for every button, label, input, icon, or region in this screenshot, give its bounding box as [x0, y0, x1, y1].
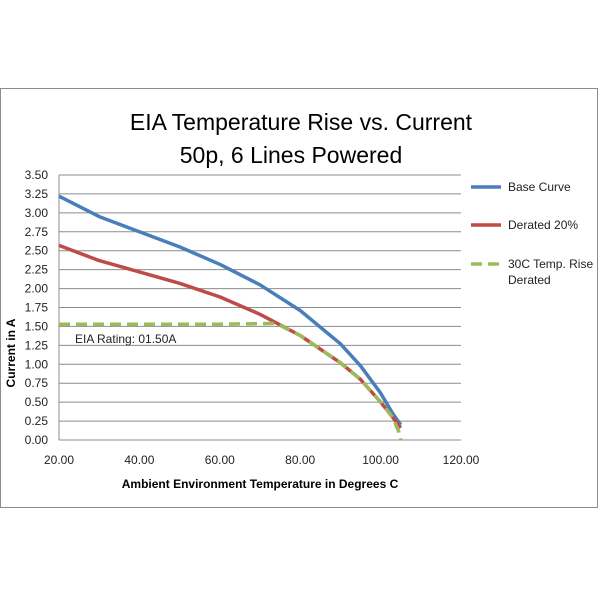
y-tick-label: 1.25	[25, 338, 49, 352]
y-tick-label: 0.50	[25, 395, 49, 409]
chart-svg: EIA Temperature Rise vs. Current 50p, 6 …	[4, 109, 593, 491]
series-line-3	[59, 321, 403, 441]
x-tick-label: 40.00	[124, 453, 154, 467]
y-tick-label: 2.50	[25, 244, 49, 258]
chart-subtitle: 50p, 6 Lines Powered	[180, 142, 403, 168]
y-tick-label: 2.25	[25, 263, 49, 277]
y-tick-label: 2.75	[25, 225, 49, 239]
x-tick-label: 80.00	[285, 453, 315, 467]
x-axis-title: Ambient Environment Temperature in Degre…	[122, 477, 399, 491]
x-tick-label: 60.00	[205, 453, 235, 467]
legend-label-3: 30C Temp. Rise Derated	[508, 257, 593, 287]
y-axis-ticks: 0.00 0.25 0.50 0.75 1.00 1.25 1.50 1.75 2.00 2.25…	[25, 168, 49, 447]
x-tick-label: 20.00	[44, 453, 74, 467]
y-tick-label: 3.50	[25, 168, 49, 182]
legend: Base Curve Derated 20% 30C Temp. Rise Derat…	[471, 180, 593, 287]
chart-frame: EIA Temperature Rise vs. Current 50p, 6 …	[0, 88, 598, 508]
y-axis-title: Current in A	[4, 318, 18, 387]
y-tick-label: 0.25	[25, 414, 49, 428]
y-tick-label: 3.00	[25, 206, 49, 220]
y-tick-label: 3.25	[25, 187, 49, 201]
y-tick-label: 1.00	[25, 357, 49, 371]
eia-rating-annotation: EIA Rating: 01.50A	[75, 332, 176, 346]
gridlines	[58, 174, 461, 441]
x-tick-label: 100.00	[362, 453, 399, 467]
legend-label-1: Base Curve	[508, 180, 571, 194]
y-tick-label: 0.75	[25, 376, 49, 390]
chart-title: EIA Temperature Rise vs. Current	[130, 109, 473, 135]
y-tick-label: 0.00	[25, 433, 49, 447]
legend-label-2: Derated 20%	[508, 218, 578, 232]
y-tick-label: 1.75	[25, 301, 49, 315]
x-tick-label: 120.00	[443, 453, 480, 467]
series-line-1	[58, 194, 403, 426]
y-tick-label: 2.00	[25, 282, 49, 296]
y-tick-label: 1.50	[25, 319, 49, 333]
series-lines	[58, 194, 403, 441]
x-axis-ticks: 20.00 40.00 60.00 80.00 100.00 120.00	[44, 453, 480, 467]
